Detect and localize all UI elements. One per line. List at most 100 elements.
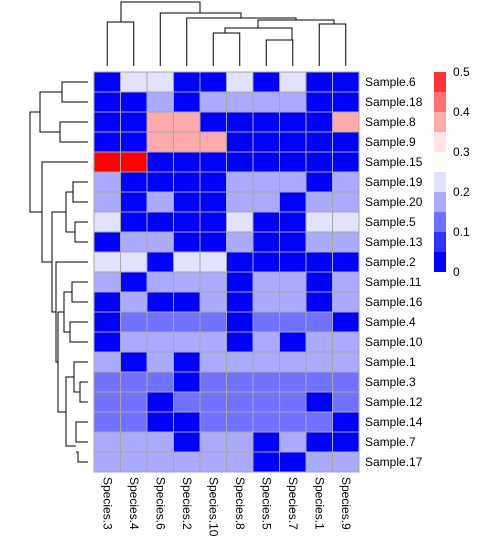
heatmap-cells xyxy=(93,71,360,473)
heatmap-cell xyxy=(93,291,121,313)
heatmap-cell xyxy=(173,91,201,113)
heatmap-cell xyxy=(279,351,307,373)
heatmap-cell xyxy=(332,131,360,153)
heatmap-cell xyxy=(173,311,201,333)
heatmap-cell xyxy=(93,411,121,433)
column-label: Species.9 xyxy=(339,477,353,530)
heatmap-cell xyxy=(226,451,254,473)
heatmap-cell xyxy=(279,211,307,233)
heatmap-cell xyxy=(146,311,174,333)
heatmap-cell xyxy=(120,451,148,473)
heatmap-cell xyxy=(252,71,280,93)
heatmap-cell xyxy=(279,271,307,293)
heatmap-cell xyxy=(199,91,227,113)
heatmap-cell xyxy=(279,191,307,213)
heatmap-cell xyxy=(332,331,360,353)
row-label: Sample.19 xyxy=(365,175,423,189)
heatmap-cell xyxy=(173,291,201,313)
heatmap-cell xyxy=(252,231,280,253)
heatmap-cell xyxy=(120,351,148,373)
row-label: Sample.1 xyxy=(365,355,416,369)
heatmap-cell xyxy=(332,291,360,313)
heatmap-cell xyxy=(146,71,174,93)
heatmap-cell xyxy=(226,411,254,433)
heatmap-cell xyxy=(120,291,148,313)
row-dendrogram-link xyxy=(75,421,88,443)
heatmap-cell xyxy=(279,391,307,413)
heatmap-cell xyxy=(279,91,307,113)
heatmap-cell xyxy=(226,371,254,393)
legend-color-bin xyxy=(434,190,446,212)
heatmap-cell xyxy=(173,371,201,393)
heatmap-cell xyxy=(305,411,333,433)
heatmap-cell xyxy=(199,251,227,273)
heatmap-cell xyxy=(120,131,148,153)
heatmap-cell xyxy=(93,351,121,373)
heatmap-cell xyxy=(173,211,201,233)
row-label: Sample.7 xyxy=(365,435,416,449)
heatmap-cell xyxy=(226,351,254,373)
legend-color-bin xyxy=(434,250,446,272)
heatmap-cell xyxy=(332,271,360,293)
heatmap-cell xyxy=(93,431,121,453)
heatmap-cell xyxy=(199,311,227,333)
heatmap-cell xyxy=(120,231,148,253)
heatmap-cell xyxy=(305,391,333,413)
legend-color-bin xyxy=(434,72,446,92)
heatmap-cell xyxy=(332,211,360,233)
row-label: Sample.4 xyxy=(365,315,416,329)
heatmap-cell xyxy=(146,411,174,433)
heatmap-cell xyxy=(199,111,227,133)
heatmap-cell xyxy=(173,131,201,153)
heatmap-cell xyxy=(199,71,227,93)
heatmap-cell xyxy=(120,191,148,213)
heatmap-cell xyxy=(199,371,227,393)
heatmap-cell xyxy=(173,231,201,253)
heatmap-cell xyxy=(199,131,227,153)
heatmap-cell xyxy=(173,251,201,273)
heatmap-cell xyxy=(226,231,254,253)
heatmap-cell xyxy=(93,91,121,113)
heatmap-cell xyxy=(120,211,148,233)
heatmap-cell xyxy=(199,151,227,173)
row-label: Sample.11 xyxy=(365,275,422,289)
column-dendrogram-link xyxy=(120,1,201,22)
heatmap-cell xyxy=(305,431,333,453)
heatmap-cell xyxy=(120,151,148,173)
heatmap-cell xyxy=(252,131,280,153)
heatmap-cell xyxy=(305,191,333,213)
heatmap-cell xyxy=(305,451,333,473)
heatmap-cell xyxy=(146,351,174,373)
heatmap-cell xyxy=(120,91,148,113)
heatmap-cell xyxy=(120,431,148,453)
heatmap-cell xyxy=(120,331,148,353)
heatmap-cell xyxy=(146,391,174,413)
heatmap-cell xyxy=(93,231,121,253)
row-label: Sample.18 xyxy=(365,95,423,109)
heatmap-cell xyxy=(146,111,174,133)
color-legend: 0 0.1 0.2 0.3 0.4 0.5 xyxy=(434,65,470,279)
heatmap-cell xyxy=(93,191,121,213)
heatmap-cell xyxy=(252,211,280,233)
heatmap-cell xyxy=(305,71,333,93)
heatmap-cell xyxy=(305,251,333,273)
heatmap-cell xyxy=(226,151,254,173)
heatmap-cell xyxy=(332,411,360,433)
heatmap-cell xyxy=(305,91,333,113)
row-labels: Sample.6 Sample.18 Sample.8 Sample.9 Sample.… xyxy=(365,75,423,469)
heatmap-cell xyxy=(93,331,121,353)
row-label: Sample.17 xyxy=(365,455,423,469)
heatmap-cell xyxy=(279,251,307,273)
heatmap-cell xyxy=(305,131,333,153)
heatmap-cell xyxy=(199,411,227,433)
heatmap-cell xyxy=(226,291,254,313)
row-label: Sample.9 xyxy=(365,135,416,149)
heatmap-cell xyxy=(120,391,148,413)
heatmap-cell xyxy=(120,171,148,193)
heatmap-cell xyxy=(305,311,333,333)
heatmap-cell xyxy=(120,271,148,293)
heatmap-cell xyxy=(146,151,174,173)
column-dendrogram xyxy=(106,1,347,66)
heatmap-cell xyxy=(332,391,360,413)
